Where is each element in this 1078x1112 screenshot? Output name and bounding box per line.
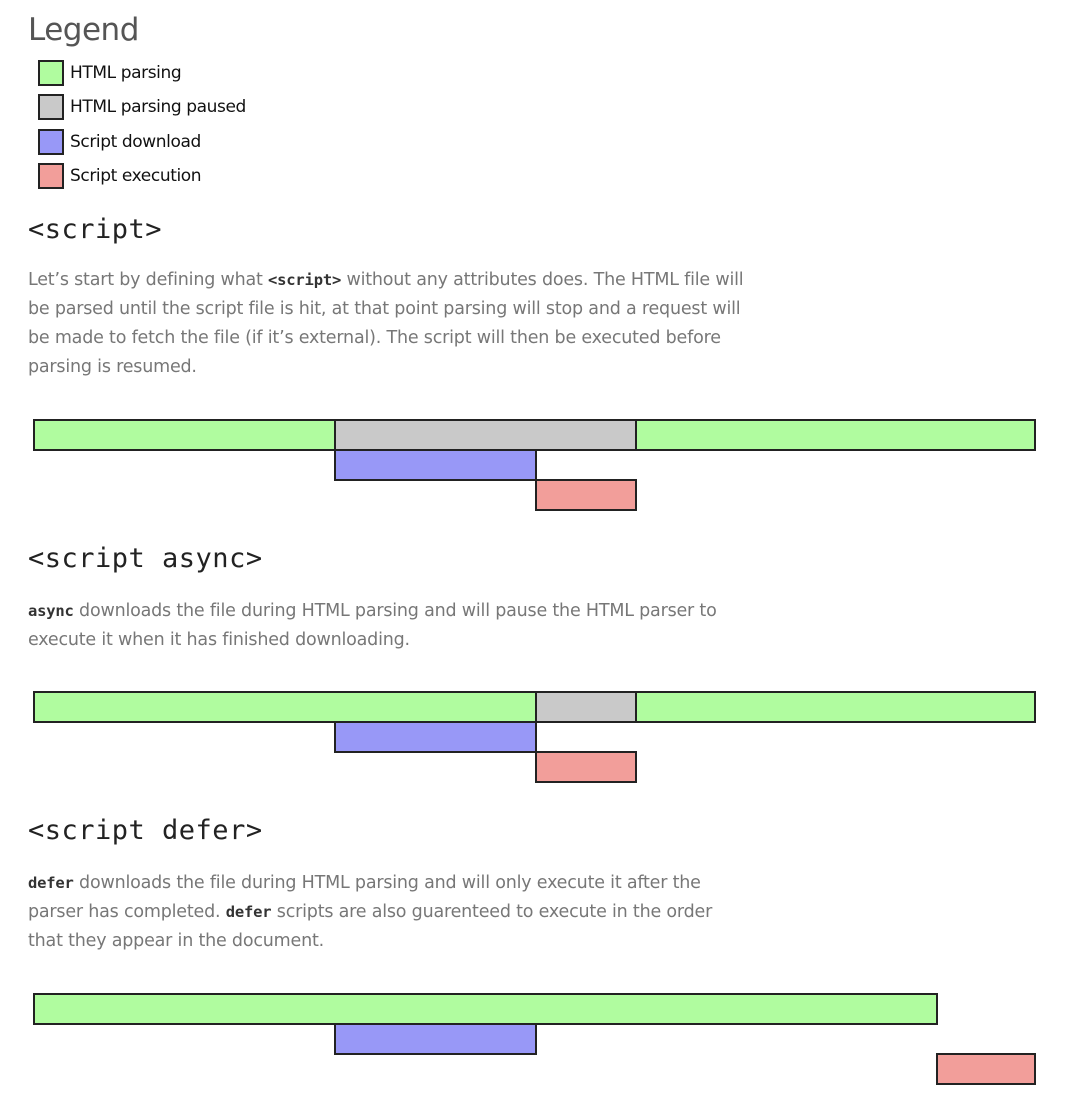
- legend-item-script-download: Script download: [38, 128, 201, 156]
- html-parsing-bar: [33, 419, 336, 451]
- script-download-bar: [334, 1023, 537, 1055]
- legend-label: Script execution: [70, 166, 202, 186]
- html-parsing-bar: [635, 691, 1036, 723]
- html-parsing-paused-bar: [535, 691, 637, 723]
- legend-item-html-parsing-paused: HTML parsing paused: [38, 93, 246, 121]
- legend-title: Legend: [28, 12, 139, 48]
- script-execution-bar: [535, 479, 637, 511]
- section-paragraph-script-async: async downloads the file during HTML par…: [28, 601, 717, 650]
- section-heading-script-defer: <script defer>: [28, 815, 263, 846]
- section-heading-script: <script>: [28, 214, 163, 245]
- legend-label: HTML parsing paused: [70, 97, 246, 117]
- legend-item-html-parsing: HTML parsing: [38, 59, 182, 87]
- script-download-bar: [334, 721, 537, 753]
- html-parsing-bar: [33, 691, 537, 723]
- inline-code: defer: [225, 903, 272, 921]
- html-parsing-swatch: [38, 60, 64, 86]
- script-download-bar: [334, 449, 537, 481]
- html-parsing-paused-swatch: [38, 94, 64, 120]
- script-execution-bar: [936, 1053, 1036, 1085]
- html-parsing-paused-bar: [334, 419, 637, 451]
- section-paragraph-script-defer: defer downloads the file during HTML par…: [28, 873, 713, 951]
- inline-code: defer: [28, 874, 74, 892]
- html-parsing-bar: [33, 993, 938, 1025]
- script-execution-swatch: [38, 163, 64, 189]
- section-heading-script-async: <script async>: [28, 543, 263, 574]
- script-execution-bar: [535, 751, 637, 783]
- legend-label: HTML parsing: [70, 63, 182, 83]
- inline-code: async: [28, 602, 74, 620]
- script-download-swatch: [38, 129, 64, 155]
- legend-item-script-execution: Script execution: [38, 162, 202, 190]
- inline-code: <script>: [268, 271, 342, 289]
- section-paragraph-script: Let’s start by defining what <script> wi…: [28, 270, 744, 377]
- legend-label: Script download: [70, 132, 201, 152]
- html-parsing-bar: [635, 419, 1036, 451]
